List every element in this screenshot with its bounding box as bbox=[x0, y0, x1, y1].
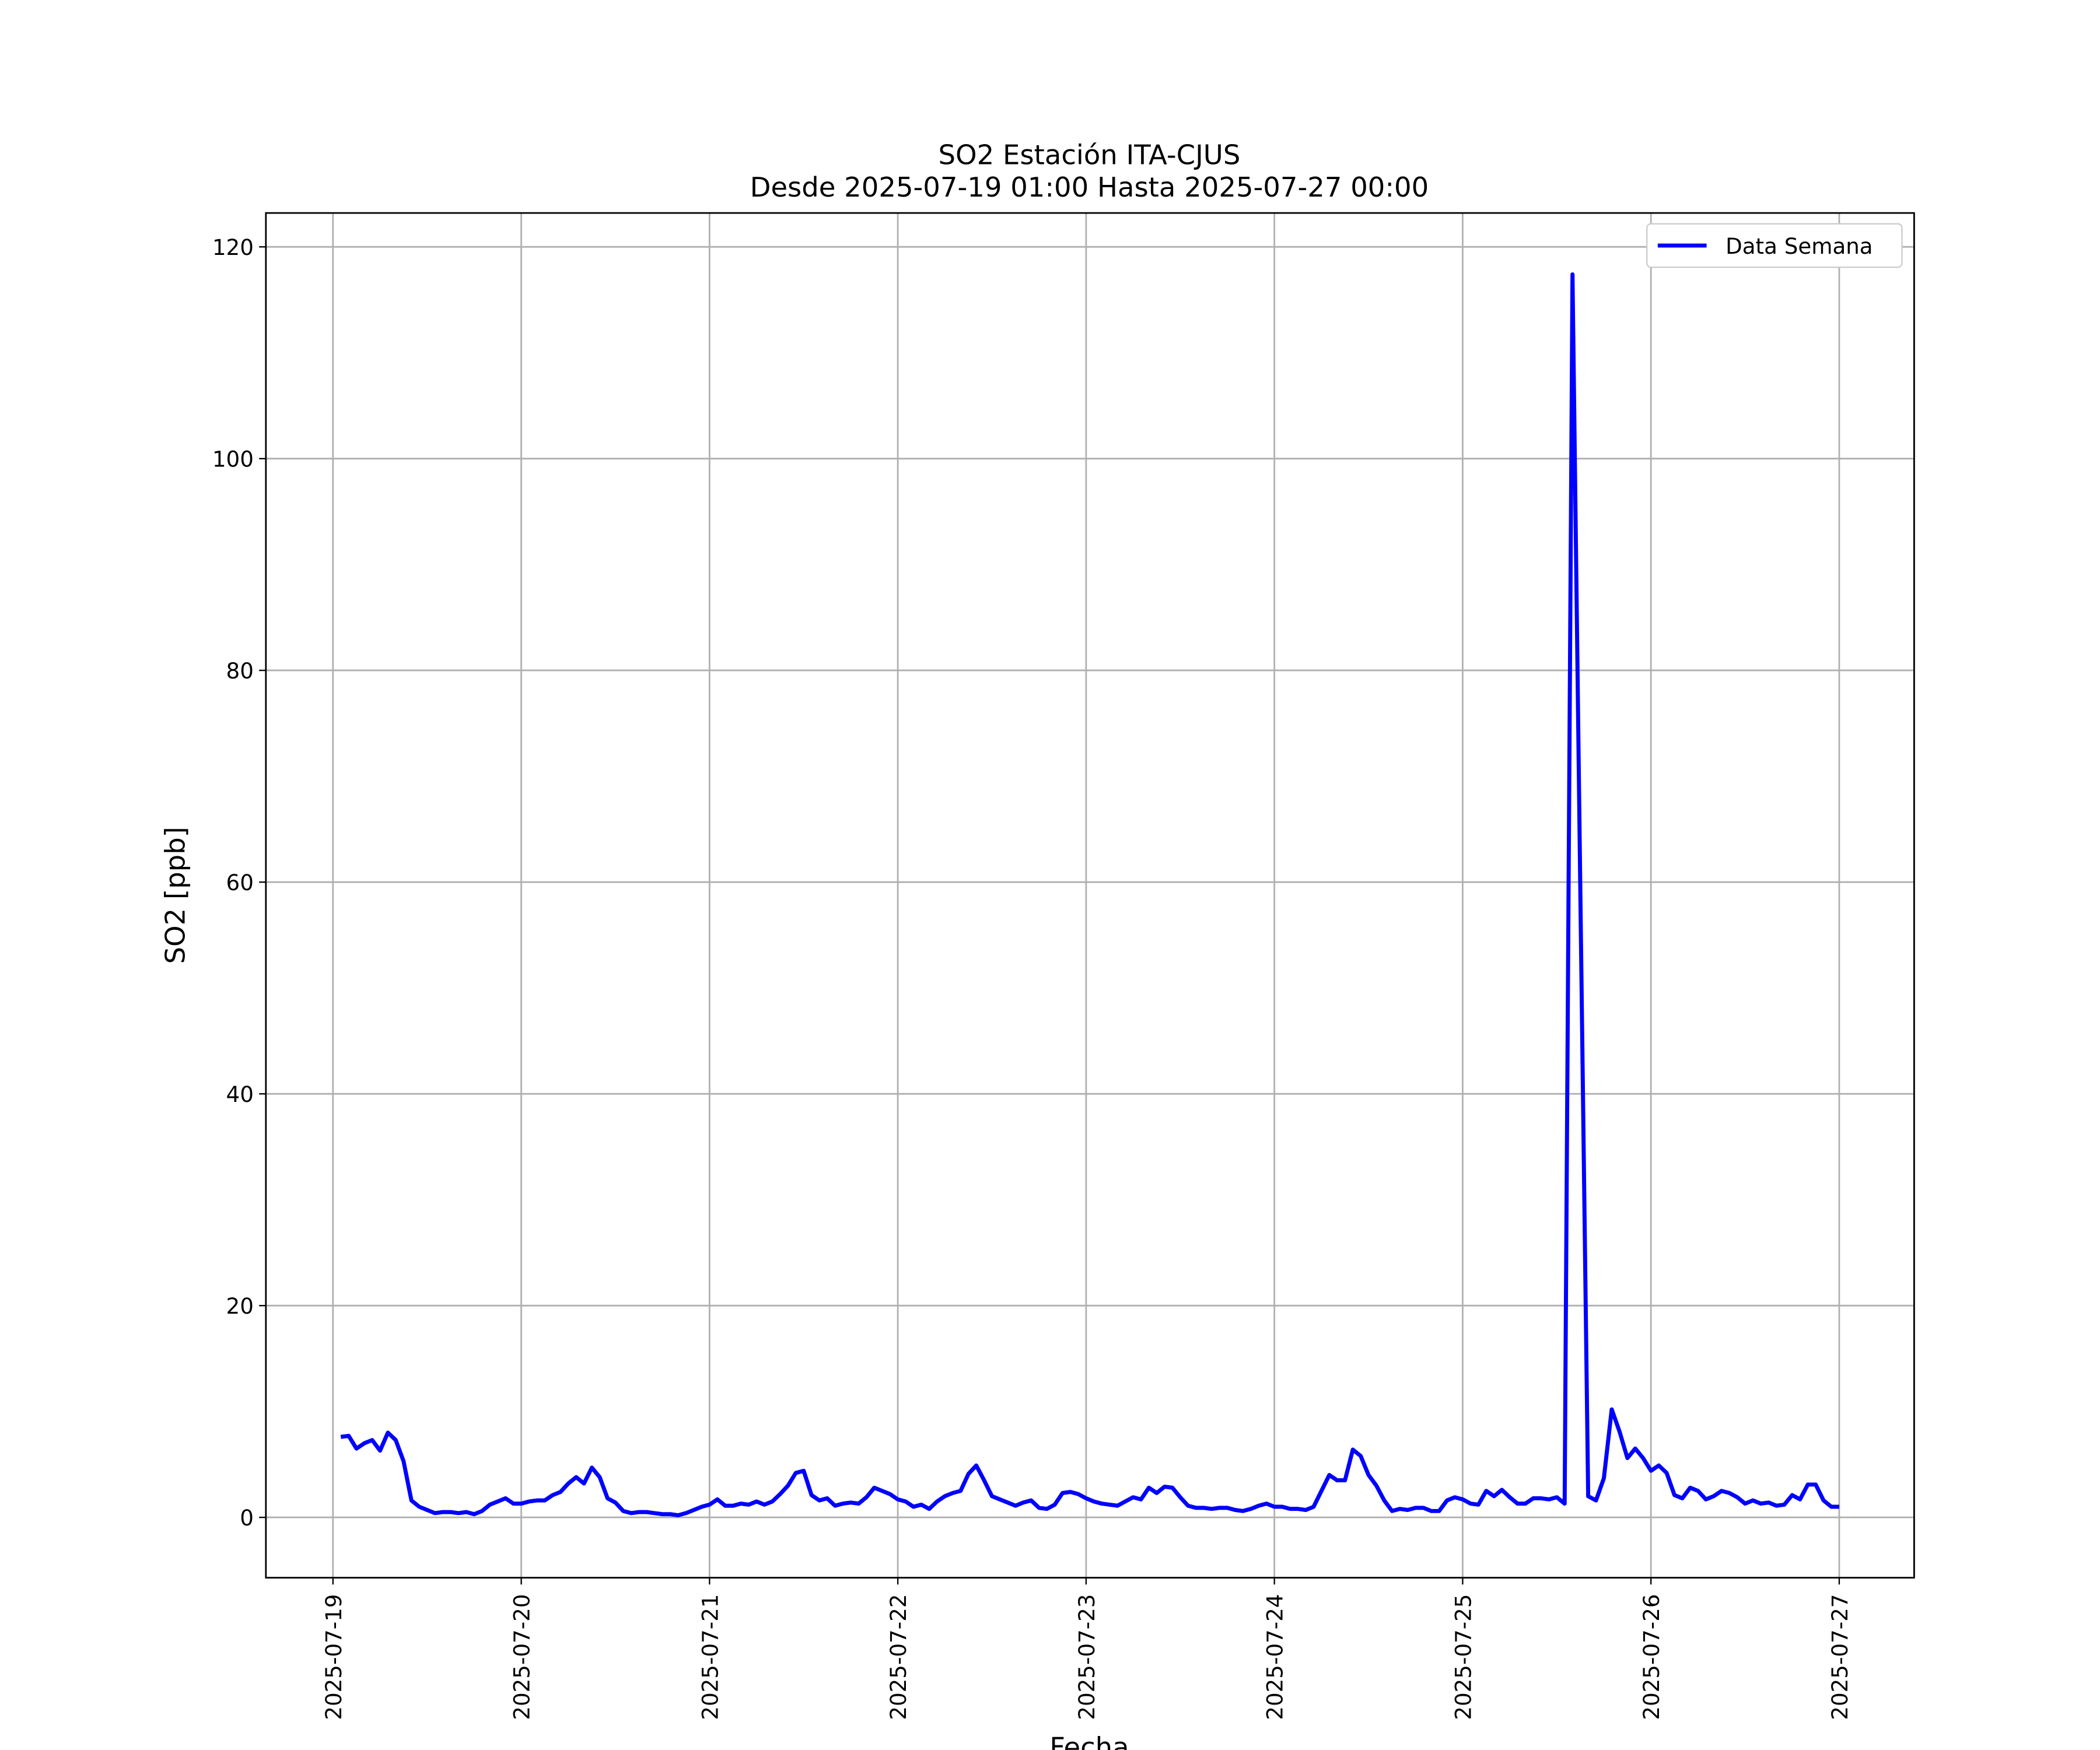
x-tick-label: 2025-07-26 bbox=[1639, 1594, 1664, 1720]
y-tick-label: 80 bbox=[226, 658, 254, 684]
chart-title: SO2 Estación ITA-CJUS bbox=[939, 139, 1241, 170]
x-tick-label: 2025-07-25 bbox=[1450, 1594, 1476, 1720]
x-tick-label: 2025-07-23 bbox=[1074, 1594, 1100, 1720]
x-tick-label: 2025-07-24 bbox=[1262, 1594, 1288, 1720]
x-tick-label: 2025-07-27 bbox=[1827, 1594, 1853, 1720]
y-tick-label: 60 bbox=[226, 870, 254, 895]
chart-subtitle: Desde 2025-07-19 01:00 Hasta 2025-07-27 … bbox=[750, 172, 1429, 203]
x-tick-label: 2025-07-21 bbox=[697, 1594, 723, 1720]
x-tick-label: 2025-07-22 bbox=[886, 1594, 911, 1720]
y-tick-label: 120 bbox=[212, 235, 254, 260]
legend-box bbox=[1646, 223, 1903, 268]
y-tick-label: 100 bbox=[212, 446, 254, 472]
x-tick-label: 2025-07-20 bbox=[509, 1594, 535, 1720]
legend-label: Data Semana bbox=[1726, 233, 1873, 259]
x-tick-label: 2025-07-19 bbox=[321, 1594, 346, 1720]
y-axis-label: SO2 [ppb] bbox=[159, 827, 191, 964]
x-axis-label: Fecha bbox=[1049, 1732, 1129, 1750]
data-line bbox=[340, 272, 1839, 1518]
legend: Data Semana bbox=[1646, 223, 1903, 268]
plot-frame bbox=[265, 212, 1915, 1579]
y-tick-label: 0 bbox=[240, 1505, 254, 1531]
y-tick-label: 20 bbox=[226, 1293, 254, 1319]
y-tick-label: 40 bbox=[226, 1082, 254, 1107]
